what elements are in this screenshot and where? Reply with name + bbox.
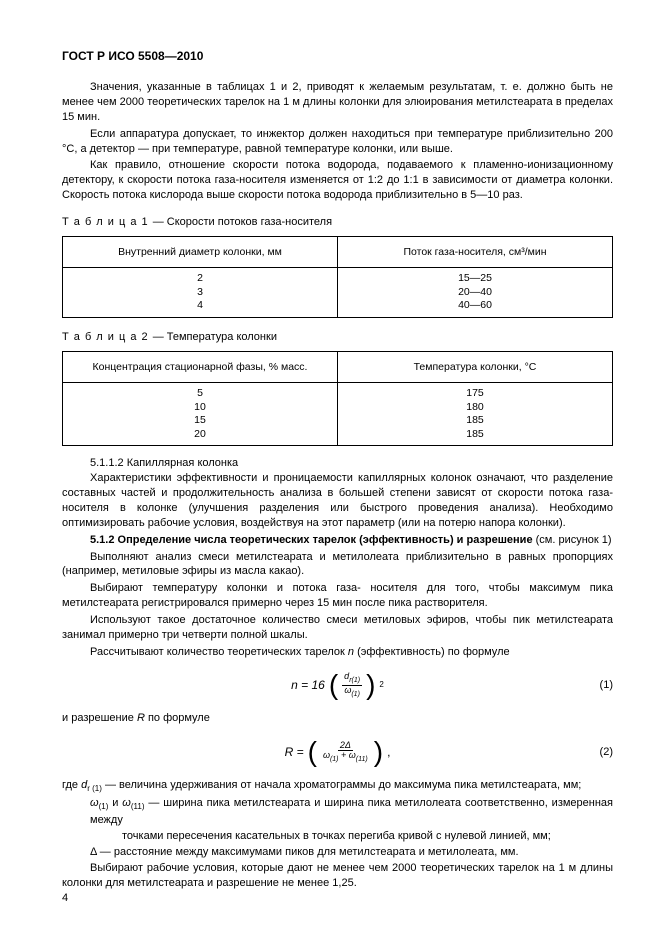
cell-val: 2 bbox=[69, 272, 331, 286]
cell-val: 15—25 bbox=[344, 272, 606, 286]
sym: ω bbox=[90, 797, 99, 809]
sub: r(1) bbox=[349, 677, 360, 684]
paragraph: Как правило, отношение скорости потока в… bbox=[62, 158, 613, 203]
caption-num: 1 bbox=[142, 216, 149, 228]
paragraph: Выполняют анализ смеси метилстеарата и м… bbox=[62, 550, 613, 580]
doc-header: ГОСТ Р ИСО 5508—2010 bbox=[62, 48, 613, 64]
cell-val: 180 bbox=[344, 401, 606, 415]
formula-1-body: n = 16 ( dr(1) ω(1) ) 2 bbox=[291, 672, 384, 698]
lparen-icon: ( bbox=[329, 677, 338, 694]
text: — расстояние между максимумами пиков для… bbox=[97, 846, 519, 858]
sub: (11) bbox=[131, 802, 145, 811]
text: и bbox=[108, 797, 122, 809]
paragraph: и разрешение R по формуле bbox=[62, 711, 613, 726]
text: и разрешение bbox=[62, 712, 137, 724]
cell-val: 15 bbox=[69, 414, 331, 428]
table2-caption: Т а б л и ц а 2 — Температура колонки bbox=[62, 330, 613, 345]
sub: (1) bbox=[99, 802, 109, 811]
table2: Концентрация стационарной фазы, % масс. … bbox=[62, 351, 613, 447]
caption-num: 2 bbox=[142, 331, 149, 343]
table1: Внутренний диаметр колонки, мм Поток газ… bbox=[62, 236, 613, 318]
lparen-icon: ( bbox=[308, 744, 317, 761]
table1-caption: Т а б л и ц а 1 — Скорости потоков газа-… bbox=[62, 215, 613, 230]
caption-prefix: Т а б л и ц а bbox=[62, 331, 137, 343]
cell-val: 40—60 bbox=[344, 299, 606, 313]
table1-col1: Внутренний диаметр колонки, мм bbox=[63, 236, 338, 267]
paragraph: Характеристики эффективности и проницаем… bbox=[62, 471, 613, 530]
where-line: ω(1) и ω(11) — ширина пика метилстеарата… bbox=[62, 796, 613, 828]
formula-2: R = ( 2Δ ω(1) + ω(11) ) , (2) bbox=[62, 734, 613, 770]
where-line-cont: точками пересечения касательных в точках… bbox=[62, 829, 613, 844]
sub: (1) bbox=[330, 756, 339, 763]
heading-512: 5.1.2 Определение числа теоретических та… bbox=[62, 533, 613, 548]
formula-1-label: (1) bbox=[600, 678, 613, 693]
var-R: R bbox=[137, 712, 145, 724]
formula-2-label: (2) bbox=[600, 745, 613, 760]
caption-text: — Скорости потоков газа-носителя bbox=[153, 216, 332, 228]
heading-512-bold: 5.1.2 Определение числа теоретических та… bbox=[90, 534, 533, 546]
caption-text: — Температура колонки bbox=[153, 331, 277, 343]
heading-512-ref: (см. рисунок 1) bbox=[533, 534, 612, 546]
cell-val: 185 bbox=[344, 428, 606, 442]
sym: Δ bbox=[90, 846, 97, 858]
cell-val: 175 bbox=[344, 387, 606, 401]
table-cell: 175 180 185 185 bbox=[338, 382, 613, 446]
lhs: n = 16 bbox=[291, 677, 325, 693]
denominator: ω(1) + ω(11) bbox=[321, 751, 370, 763]
paragraph: Значения, указанные в таблицах 1 и 2, пр… bbox=[62, 80, 613, 125]
text: — ширина пика метилстеарата и ширина пик… bbox=[90, 797, 613, 826]
paragraph: Выбирают температуру колонки и потока га… bbox=[62, 581, 613, 611]
paragraph: Выбирают рабочие условия, которые дают н… bbox=[62, 861, 613, 891]
table-cell: 5 10 15 20 bbox=[63, 382, 338, 446]
rparen-icon: ) bbox=[366, 677, 375, 694]
rparen-icon: ) bbox=[374, 744, 383, 761]
caption-prefix: Т а б л и ц а bbox=[62, 216, 137, 228]
sym: ω bbox=[122, 797, 131, 809]
cell-val: 185 bbox=[344, 414, 606, 428]
sub: (11) bbox=[356, 756, 368, 763]
where-label: где bbox=[62, 779, 81, 791]
tail: , bbox=[387, 744, 390, 760]
where-line: где dr (1) — величина удерживания от нач… bbox=[62, 778, 613, 795]
table2-col1: Концентрация стационарной фазы, % масс. bbox=[63, 351, 338, 382]
cell-val: 20 bbox=[69, 428, 331, 442]
paragraph: Если аппаратура допускает, то инжектор д… bbox=[62, 127, 613, 157]
sym: ω bbox=[349, 750, 356, 760]
sym: ω bbox=[323, 750, 330, 760]
heading-5112: 5.1.1.2 Капиллярная колонка bbox=[62, 456, 613, 471]
lhs: R = bbox=[285, 744, 304, 760]
text: (эффективность) по формуле bbox=[354, 646, 510, 658]
fraction: dr(1) ω(1) bbox=[342, 672, 362, 698]
cell-val: 20—40 bbox=[344, 286, 606, 300]
table1-col2: Поток газа-носителя, см³/мин bbox=[338, 236, 613, 267]
paragraph: Используют такое достаточное количество … bbox=[62, 613, 613, 643]
page: ГОСТ Р ИСО 5508—2010 Значения, указанные… bbox=[0, 0, 661, 936]
table2-col2: Температура колонки, °C bbox=[338, 351, 613, 382]
where-line: Δ — расстояние между максимумами пиков д… bbox=[62, 845, 613, 860]
page-number: 4 bbox=[62, 891, 68, 906]
text: Рассчитывают количество теоретических та… bbox=[90, 646, 348, 658]
text: — величина удерживания от начала хромато… bbox=[102, 779, 581, 791]
fraction: 2Δ ω(1) + ω(11) bbox=[321, 741, 370, 764]
numerator: dr(1) bbox=[342, 672, 362, 685]
sub: r (1) bbox=[87, 784, 102, 793]
cell-val: 5 bbox=[69, 387, 331, 401]
plus: + bbox=[339, 750, 349, 760]
cell-val: 10 bbox=[69, 401, 331, 415]
table-cell: 2 3 4 bbox=[63, 267, 338, 317]
text: по формуле bbox=[145, 712, 210, 724]
denominator: ω(1) bbox=[342, 686, 362, 698]
exponent: 2 bbox=[379, 680, 383, 691]
table-cell: 15—25 20—40 40—60 bbox=[338, 267, 613, 317]
paragraph: Рассчитывают количество теоретических та… bbox=[62, 645, 613, 660]
cell-val: 3 bbox=[69, 286, 331, 300]
sub: (1) bbox=[351, 691, 360, 698]
formula-1: n = 16 ( dr(1) ω(1) ) 2 (1) bbox=[62, 667, 613, 703]
formula-2-body: R = ( 2Δ ω(1) + ω(11) ) , bbox=[285, 741, 391, 764]
cell-val: 4 bbox=[69, 299, 331, 313]
